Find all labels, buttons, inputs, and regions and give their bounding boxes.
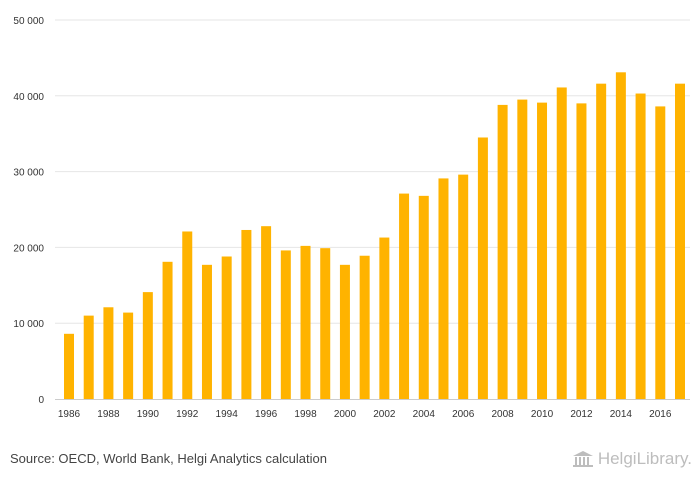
source-note: Source: OECD, World Bank, Helgi Analytic…: [10, 451, 327, 466]
x-tick-label: 2000: [334, 409, 357, 420]
x-tick-label: 2002: [373, 409, 396, 420]
x-tick-label: 1988: [97, 409, 120, 420]
brand-name: HelgiLibrary.: [597, 449, 692, 468]
y-tick-label: 0: [38, 395, 44, 406]
bar-2002: [379, 237, 390, 399]
bar-2013: [596, 83, 607, 400]
x-tick-label: 1986: [58, 409, 81, 420]
y-axis-labels: 0 10 000 20 000 30 000 40 000 50 000: [13, 16, 44, 406]
x-tick-label: 1990: [137, 409, 160, 420]
bar-2017: [675, 83, 685, 400]
bar-1992: [182, 231, 193, 399]
y-tick-label: 20 000: [13, 243, 44, 254]
bar-2005: [438, 178, 449, 399]
bar-2012: [576, 103, 587, 399]
bar-2007: [477, 137, 488, 400]
x-tick-label: 1992: [176, 409, 199, 420]
bar-2014: [615, 72, 626, 400]
x-tick-label: 1998: [294, 409, 317, 420]
bar-2016: [655, 106, 666, 399]
bar-2000: [339, 264, 350, 399]
x-tick-label: 2012: [570, 409, 593, 420]
bar-2009: [517, 99, 528, 399]
bar-1986: [64, 333, 74, 399]
bar-1995: [241, 229, 252, 399]
x-axis-labels: 1986 1988 1990 1992 1994 1996 1998 2000 2002 2004…: [58, 409, 672, 420]
bar-1999: [320, 248, 331, 399]
bar-2011: [556, 87, 567, 400]
bar-1991: [162, 261, 173, 399]
x-tick-label: 2010: [531, 409, 554, 420]
bar-1997: [280, 250, 291, 399]
x-tick-label: 1994: [216, 409, 239, 420]
y-tick-label: 50 000: [13, 16, 44, 27]
x-tick-label: 2008: [491, 409, 514, 420]
x-tick-label: 1996: [255, 409, 278, 420]
bar-2001: [359, 255, 370, 399]
y-tick-label: 40 000: [13, 92, 44, 103]
bar-1988: [103, 307, 114, 399]
x-tick-label: 2004: [413, 409, 436, 420]
bar-2008: [497, 104, 508, 400]
bar-1996: [261, 226, 272, 399]
bars: [64, 72, 685, 400]
bar-1998: [300, 245, 311, 399]
bar-1987: [83, 315, 94, 399]
brand-logo: HelgiLibrary.: [572, 449, 692, 469]
library-building-icon: [572, 451, 593, 467]
x-tick-label: 2014: [610, 409, 633, 420]
x-tick-label: 2016: [649, 409, 672, 420]
gridlines: [55, 19, 690, 324]
y-tick-label: 30 000: [13, 168, 44, 179]
bar-2004: [418, 195, 429, 399]
bar-2006: [458, 174, 469, 399]
bar-2003: [399, 193, 410, 399]
bar-1989: [123, 312, 134, 399]
bar-2010: [537, 102, 548, 400]
bar-1994: [221, 256, 232, 399]
y-tick-label: 10 000: [13, 319, 44, 330]
x-tick-label: 2006: [452, 409, 475, 420]
bar-1990: [142, 292, 153, 399]
bar-1993: [201, 264, 212, 399]
bar-2015: [635, 93, 646, 399]
